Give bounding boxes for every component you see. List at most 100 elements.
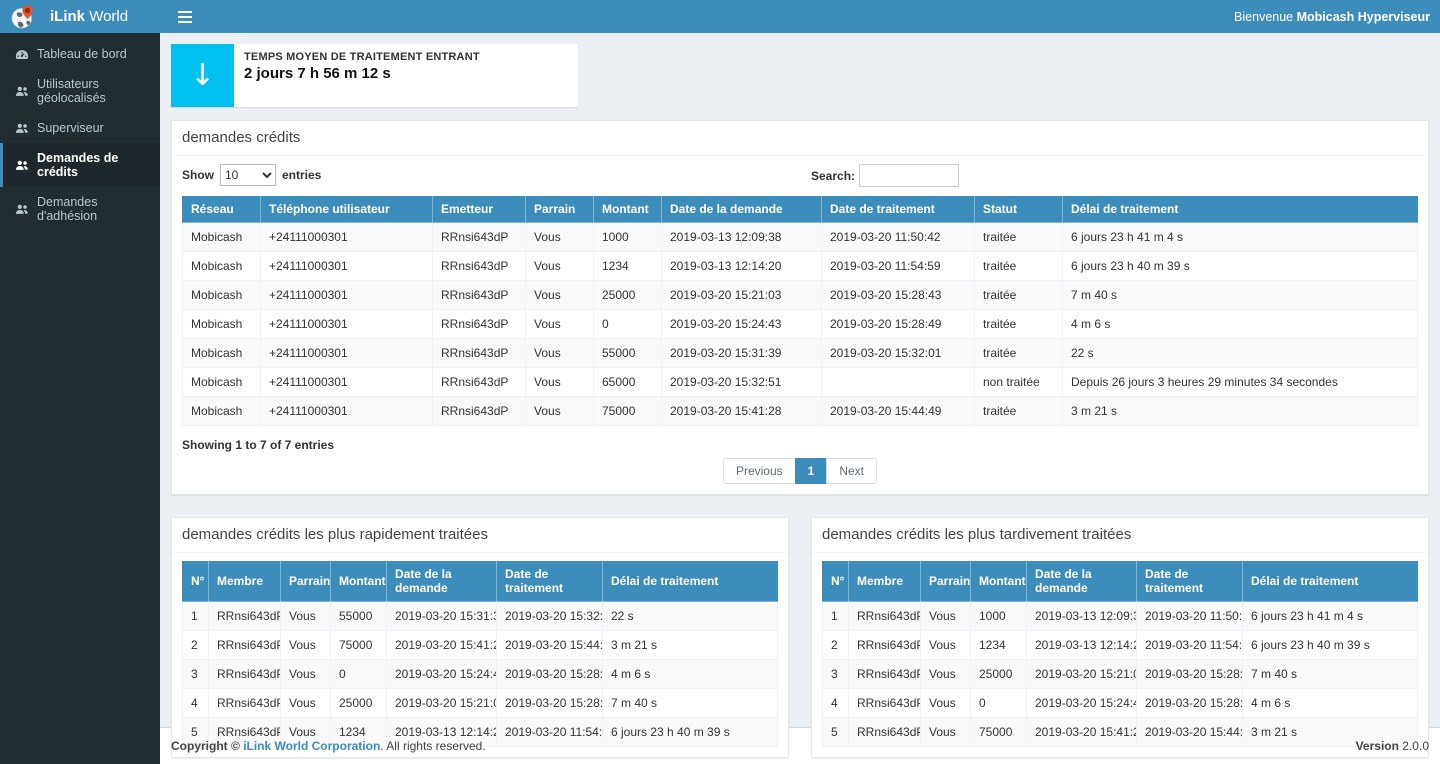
sidebar-item-label: Tableau de bord bbox=[37, 47, 127, 61]
table-row: 4 RRnsi643dP Vous 25000 2019-03-20 15:21:03 2… bbox=[182, 688, 778, 718]
column-header: Délai de traitement bbox=[1242, 561, 1418, 602]
table-cell: RRnsi643dP bbox=[432, 396, 526, 426]
table-cell: 2019-03-13 12:14:20 bbox=[661, 251, 822, 281]
column-header[interactable]: Réseau bbox=[182, 196, 261, 223]
column-header: Parrain bbox=[280, 561, 331, 602]
search-input[interactable] bbox=[859, 164, 960, 187]
sidebar-item-utilisateurs-g-olocalis-s[interactable]: Utilisateurs géolocalisés bbox=[0, 69, 160, 113]
arrow-down-icon: ↓ bbox=[171, 44, 234, 107]
table-cell: RRnsi643dP bbox=[432, 222, 526, 252]
table-info: Showing 1 to 7 of 7 entries bbox=[182, 438, 335, 452]
column-header[interactable]: Date de la demande bbox=[661, 196, 822, 223]
table-cell: 22 s bbox=[1062, 338, 1418, 368]
sidebar-item-demandes-d-adh-sion[interactable]: Demandes d'adhésion bbox=[0, 187, 160, 231]
table-cell: Vous bbox=[280, 688, 331, 718]
column-header: Date de traitement bbox=[1136, 561, 1243, 602]
table-cell: RRnsi643dP bbox=[848, 601, 921, 631]
sidebar-item-label: Utilisateurs géolocalisés bbox=[37, 77, 106, 105]
table-cell: RRnsi643dP bbox=[848, 659, 921, 689]
column-header: Date de la demande bbox=[386, 561, 497, 602]
table-cell: 65000 bbox=[593, 367, 662, 397]
stat-card-label: TEMPS MOYEN DE TRAITEMENT ENTRANT bbox=[244, 51, 480, 63]
column-header[interactable]: Montant bbox=[593, 196, 662, 223]
table-cell: 2019-03-13 12:09:38 bbox=[1026, 601, 1137, 631]
table-row: Mobicash +24111000301 RRnsi643dP Vous 75000 2… bbox=[182, 396, 1418, 426]
table-row: 4 RRnsi643dP Vous 0 2019-03-20 15:24:43 2019-… bbox=[822, 688, 1418, 718]
table-cell: Mobicash bbox=[182, 251, 261, 281]
table-cell: Vous bbox=[920, 688, 971, 718]
sidebar-toggle-button[interactable] bbox=[170, 5, 200, 29]
table-row: Mobicash +24111000301 RRnsi643dP Vous 25000 2… bbox=[182, 280, 1418, 310]
company-link[interactable]: iLink World Corporation bbox=[243, 739, 381, 753]
column-header[interactable]: Date de traitement bbox=[821, 196, 975, 223]
table-cell: 0 bbox=[330, 659, 387, 689]
table-cell: 7 m 40 s bbox=[1062, 280, 1418, 310]
show-label: Show bbox=[182, 168, 214, 182]
table-row: Mobicash +24111000301 RRnsi643dP Vous 1000 20… bbox=[182, 222, 1418, 252]
table-cell: 7 m 40 s bbox=[1242, 659, 1418, 689]
table-cell: Vous bbox=[280, 717, 331, 747]
table-cell: 1000 bbox=[593, 222, 662, 252]
table-cell: 2019-03-20 15:28:49 bbox=[821, 309, 975, 339]
table-cell: 4 m 6 s bbox=[1242, 688, 1418, 718]
table-cell: 2019-03-20 15:44:49 bbox=[1136, 717, 1243, 747]
table-cell: RRnsi643dP bbox=[432, 280, 526, 310]
welcome-message: Bienvenue Mobicash Hyperviseur bbox=[1234, 9, 1430, 24]
table-cell: 75000 bbox=[330, 630, 387, 660]
table-cell: 2019-03-20 15:41:28 bbox=[661, 396, 822, 426]
sidebar-item-demandes-de-cr-dits[interactable]: Demandes de crédits bbox=[0, 143, 160, 187]
table-cell: 1 bbox=[822, 601, 849, 631]
column-header[interactable]: Téléphone utilisateur bbox=[260, 196, 433, 223]
table-row: 3 RRnsi643dP Vous 0 2019-03-20 15:24:43 2019-… bbox=[182, 659, 778, 689]
credit-requests-panel: demandes crédits Show 10 entries Search:… bbox=[171, 120, 1429, 495]
table-cell: 25000 bbox=[330, 688, 387, 718]
globe-pin-logo-icon bbox=[10, 4, 36, 30]
table-cell: traitée bbox=[974, 280, 1063, 310]
sidebar-item-label: Demandes de crédits bbox=[37, 151, 119, 179]
page-length-select[interactable]: 10 bbox=[220, 164, 276, 186]
column-header: Membre bbox=[848, 561, 921, 602]
sidebar-item-superviseur[interactable]: Superviseur bbox=[0, 113, 160, 143]
column-header[interactable]: Emetteur bbox=[432, 196, 526, 223]
column-header[interactable]: Parrain bbox=[525, 196, 594, 223]
previous-page-button[interactable]: Previous bbox=[722, 458, 796, 484]
table-cell: Mobicash bbox=[182, 280, 261, 310]
app-logo[interactable]: iLink World bbox=[0, 0, 160, 33]
next-page-button[interactable]: Next bbox=[826, 458, 878, 484]
table-cell bbox=[821, 367, 975, 397]
sidebar: iLink World Tableau de bord Utilisateurs … bbox=[0, 0, 160, 764]
page-1-button[interactable]: 1 bbox=[794, 458, 828, 484]
table-cell: 2019-03-20 15:32:51 bbox=[661, 367, 822, 397]
table-cell: 3 m 21 s bbox=[1062, 396, 1418, 426]
table-cell: 2019-03-20 15:24:43 bbox=[1026, 688, 1137, 718]
table-cell: Vous bbox=[525, 338, 594, 368]
table-cell: Vous bbox=[525, 396, 594, 426]
table-row: 5 RRnsi643dP Vous 1234 2019-03-13 12:14:20 20… bbox=[182, 717, 778, 747]
table-cell: Vous bbox=[525, 367, 594, 397]
table-cell: RRnsi643dP bbox=[432, 251, 526, 281]
table-cell: 4 m 6 s bbox=[1062, 309, 1418, 339]
table-cell: 2019-03-20 15:28:43 bbox=[1136, 659, 1243, 689]
column-header[interactable]: Délai de traitement bbox=[1062, 196, 1418, 223]
table-cell: 75000 bbox=[593, 396, 662, 426]
column-header: Délai de traitement bbox=[602, 561, 778, 602]
table-cell: Vous bbox=[920, 717, 971, 747]
table-cell: 2019-03-20 15:24:43 bbox=[661, 309, 822, 339]
table-row: 2 RRnsi643dP Vous 75000 2019-03-20 15:41:28 2… bbox=[182, 630, 778, 660]
table-cell: RRnsi643dP bbox=[848, 688, 921, 718]
table-cell: 22 s bbox=[602, 601, 778, 631]
table-cell: 6 jours 23 h 41 m 4 s bbox=[1062, 222, 1418, 252]
table-cell: 2 bbox=[182, 630, 209, 660]
sidebar-menu: Tableau de bord Utilisateurs géolocalisés… bbox=[0, 33, 160, 231]
table-cell: Depuis 26 jours 3 heures 29 minutes 34 s… bbox=[1062, 367, 1418, 397]
table-cell: Vous bbox=[525, 280, 594, 310]
table-cell: Vous bbox=[920, 630, 971, 660]
table-row: 5 RRnsi643dP Vous 75000 2019-03-20 15:41:28 2… bbox=[822, 717, 1418, 747]
table-cell: 6 jours 23 h 40 m 39 s bbox=[602, 717, 778, 747]
table-cell: RRnsi643dP bbox=[848, 630, 921, 660]
table-row: Mobicash +24111000301 RRnsi643dP Vous 65000 2… bbox=[182, 367, 1418, 397]
content-area: ↓ TEMPS MOYEN DE TRAITEMENT ENTRANT 2 jo… bbox=[160, 33, 1440, 758]
sidebar-item-tableau-de-bord[interactable]: Tableau de bord bbox=[0, 39, 160, 69]
table-cell: 2019-03-20 15:32:01 bbox=[821, 338, 975, 368]
column-header[interactable]: Statut bbox=[974, 196, 1063, 223]
